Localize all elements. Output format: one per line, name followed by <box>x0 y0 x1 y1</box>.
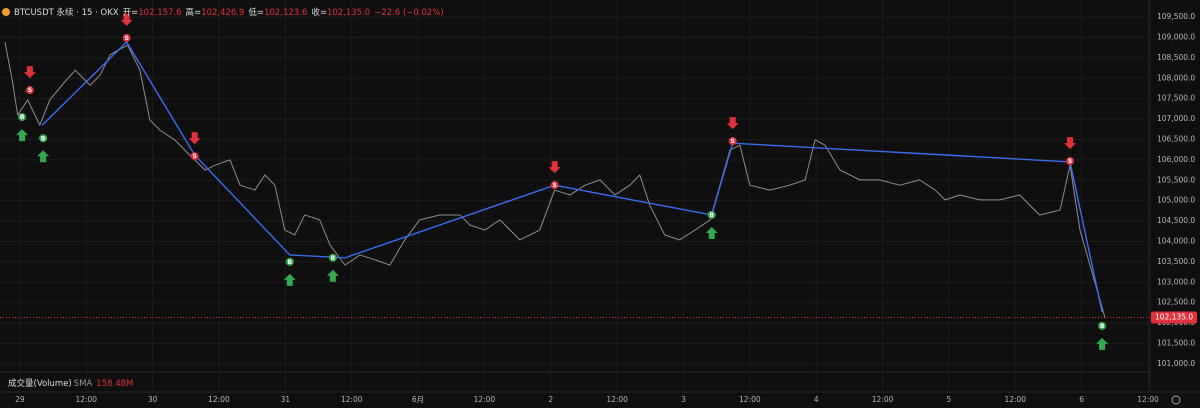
signal-dot <box>707 210 716 219</box>
signal-dot <box>122 33 131 42</box>
signal-dot <box>25 86 34 95</box>
signal-dot <box>550 181 559 190</box>
ohlc-value: 102,157.6 <box>138 8 181 18</box>
signal-label: S <box>192 153 196 160</box>
ohlc-value: 102,123.6 <box>264 8 307 18</box>
y-tick-label: 108,000.0 <box>1157 73 1195 82</box>
x-tick-label: 3 <box>681 395 686 404</box>
settings-icon[interactable] <box>1171 395 1181 405</box>
y-tick-label: 103,000.0 <box>1157 277 1195 286</box>
y-tick-label: 101,500.0 <box>1157 338 1195 347</box>
signal-arrow <box>23 66 36 79</box>
x-tick-label: 12:00 <box>872 395 894 404</box>
change: −22.6 (−0.02%) <box>374 8 444 18</box>
signal-dot <box>190 152 199 161</box>
x-tick-label: 12:00 <box>606 395 628 404</box>
signal-dot <box>1098 321 1107 330</box>
signal-arrow <box>283 273 296 286</box>
signal-arrow <box>37 150 50 163</box>
x-tick-label: 4 <box>814 395 819 404</box>
x-tick-label: 29 <box>15 395 25 404</box>
ohlc-label: 收= <box>311 7 327 18</box>
signal-arrow <box>326 269 339 282</box>
volume-sma: 158.48M <box>96 379 133 389</box>
signal-label: B <box>287 259 292 266</box>
x-tick-label: 5 <box>947 395 952 404</box>
y-tick-label: 107,500.0 <box>1157 94 1195 103</box>
x-tick-label: 12:00 <box>341 395 363 404</box>
x-tick-label: 12:00 <box>75 395 97 404</box>
x-tick-label: 12:00 <box>1137 395 1159 404</box>
signal-dot <box>18 113 27 122</box>
volume-sma-label: SMA <box>74 379 93 389</box>
y-tick-label: 105,500.0 <box>1157 175 1195 184</box>
signal-dot <box>328 253 337 262</box>
x-tick-label: 31 <box>281 395 291 404</box>
signal-label: S <box>552 182 556 189</box>
signal-dot <box>1066 157 1075 166</box>
y-tick-label: 106,000.0 <box>1157 155 1195 164</box>
y-tick-label: 108,500.0 <box>1157 53 1195 62</box>
signal-arrow <box>188 132 201 145</box>
signal-label: B <box>331 255 336 262</box>
y-tick-label: 106,500.0 <box>1157 135 1195 144</box>
y-tick-label: 104,500.0 <box>1157 216 1195 225</box>
signal-label: S <box>28 87 32 94</box>
y-tick-label: 109,000.0 <box>1157 33 1195 42</box>
signal-arrow <box>1064 137 1077 150</box>
signal-label: S <box>731 138 735 145</box>
signal-label: B <box>20 114 25 121</box>
x-tick-label: 12:00 <box>474 395 496 404</box>
signal-arrow <box>548 161 561 174</box>
x-tick-label: 2 <box>548 395 553 404</box>
volume-label: 成交量(Volume) <box>8 378 72 389</box>
symbol: BTCUSDT 永续 · 15 · OKX <box>14 7 119 18</box>
last-price-box <box>1151 311 1197 324</box>
x-tick-label: 30 <box>148 395 158 404</box>
signal-arrow <box>726 117 739 130</box>
ohlc-value: 102,426.9 <box>201 8 244 18</box>
symbol-icon <box>2 8 10 16</box>
volume-header: 成交量(Volume) SMA 158.48M <box>8 378 133 389</box>
x-tick-label: 12:00 <box>208 395 230 404</box>
y-tick-label: 105,000.0 <box>1157 196 1195 205</box>
y-tick-label: 109,500.0 <box>1157 12 1195 21</box>
ohlc-label: 高= <box>186 7 202 18</box>
signal-label: B <box>1100 323 1105 330</box>
y-tick-label: 102,500.0 <box>1157 298 1195 307</box>
signal-arrow <box>705 226 718 239</box>
ohlc-label: 低= <box>248 7 264 18</box>
signal-dot <box>39 134 48 143</box>
signal-arrow <box>1096 337 1109 350</box>
zigzag-line <box>41 41 1103 313</box>
x-tick-label: 12:00 <box>1004 395 1026 404</box>
signal-dot <box>728 137 737 146</box>
signal-arrow <box>120 13 133 26</box>
x-tick-label: 6月 <box>412 395 424 404</box>
signal-label: S <box>1068 158 1072 165</box>
y-tick-label: 103,500.0 <box>1157 257 1195 266</box>
signal-label: B <box>41 135 46 142</box>
ohlc-value: 102,135.0 <box>327 8 370 18</box>
header: BTCUSDT 永续 · 15 · OKX 开=102,157.6 高=102,42… <box>14 7 444 18</box>
signal-dot <box>285 257 294 266</box>
last-price-label: 102,135.0 <box>1155 313 1193 322</box>
x-tick-label: 6 <box>1079 395 1084 404</box>
y-tick-label: 101,000.0 <box>1157 359 1195 368</box>
y-tick-label: 107,000.0 <box>1157 114 1195 123</box>
signal-arrow <box>16 129 29 142</box>
signal-label: B <box>709 212 714 219</box>
x-tick-label: 12:00 <box>739 395 761 404</box>
signal-label: S <box>124 35 128 42</box>
y-tick-label: 104,000.0 <box>1157 236 1195 245</box>
price-line <box>4 41 1106 318</box>
ohlc-label: 开= <box>123 8 139 18</box>
